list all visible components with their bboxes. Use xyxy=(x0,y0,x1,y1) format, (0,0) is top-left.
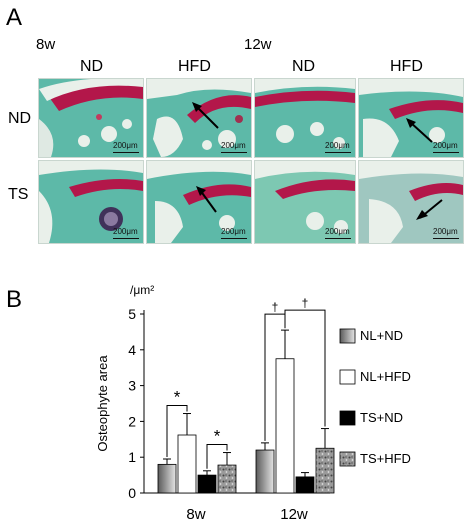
legend-label: TS+HFD xyxy=(360,451,411,466)
osteophyte-chart: /μm² Osteophyte area 0 1 2 3 4 5 8w 12w * * † † NL+ND N… xyxy=(95,283,411,523)
age-label-8w: 8w xyxy=(36,36,56,53)
micrograph-nd-hfd-12w: 200μm xyxy=(358,78,464,158)
bar-ts-nd-12w xyxy=(295,476,315,494)
y-tick-label: 3 xyxy=(128,378,136,394)
scale-bar: 200μm xyxy=(113,227,139,239)
scale-bar: 200μm xyxy=(433,227,459,239)
micrograph-ts-nd-12w: 200μm xyxy=(254,160,356,244)
significance-bracket xyxy=(166,405,188,457)
scale-bar: 200μm xyxy=(221,141,247,153)
legend-swatch xyxy=(339,369,356,385)
row-label-nd: ND xyxy=(8,110,32,127)
panel-a-letter: A xyxy=(6,4,23,31)
micrograph-nd-nd-12w: 200μm xyxy=(254,78,356,158)
bar-nl-nd-12w xyxy=(255,449,275,494)
arrow-icon xyxy=(416,199,443,220)
significance-mark: † xyxy=(302,296,309,310)
col-label-nd-12w: ND xyxy=(292,58,316,75)
significance-bracket xyxy=(284,309,326,427)
x-tick-label: 8w xyxy=(186,506,205,523)
bar-nl-nd-8w xyxy=(157,463,177,494)
micrograph-ts-hfd-8w: 200μm xyxy=(146,160,252,244)
legend-swatch xyxy=(339,410,356,426)
y-tick-label: 0 xyxy=(128,485,136,501)
significance-mark: † xyxy=(272,300,279,314)
y-axis-label: Osteophyte area xyxy=(95,355,110,452)
legend-label: NL+HFD xyxy=(360,369,411,384)
micrograph-ts-nd-8w: 200μm xyxy=(38,160,144,244)
significance-mark: * xyxy=(214,427,221,446)
age-label-12w: 12w xyxy=(244,36,272,53)
legend-swatch xyxy=(339,328,356,344)
arrow-icon xyxy=(196,186,217,213)
micrograph-ts-hfd-12w: 200μm xyxy=(358,160,464,244)
legend-swatch xyxy=(339,451,356,467)
legend-label: TS+ND xyxy=(360,410,403,425)
micrograph-nd-hfd-8w: 200μm xyxy=(146,78,252,158)
significance-mark: * xyxy=(174,388,181,407)
arrow-icon xyxy=(192,102,219,129)
col-label-hfd-12w: HFD xyxy=(390,58,423,75)
scale-bar: 200μm xyxy=(433,141,459,153)
scale-bar: 200μm xyxy=(221,227,247,239)
bar-nl-hfd-12w xyxy=(275,358,295,494)
row-label-ts: TS xyxy=(8,186,29,203)
micrograph-nd-nd-8w: 200μm xyxy=(38,78,144,158)
significance-bracket xyxy=(206,444,228,469)
bar-nl-hfd-8w xyxy=(177,434,197,494)
scale-bar: 200μm xyxy=(325,227,351,239)
col-label-hfd-8w: HFD xyxy=(178,58,211,75)
legend-label: NL+ND xyxy=(360,328,403,343)
y-tick-label: 4 xyxy=(128,342,136,358)
panel-b-letter: B xyxy=(6,286,23,313)
bar-ts-hfd-8w xyxy=(217,464,237,494)
col-label-nd-8w: ND xyxy=(80,58,104,75)
scale-bar: 200μm xyxy=(113,141,139,153)
y-tick-label: 1 xyxy=(128,449,136,465)
y-tick-label: 5 xyxy=(128,306,136,322)
bar-ts-nd-8w xyxy=(197,474,217,494)
unit-label: /μm² xyxy=(130,283,154,297)
bar-ts-hfd-12w xyxy=(315,447,335,494)
scale-bar: 200μm xyxy=(325,141,351,153)
y-tick-label: 2 xyxy=(128,413,136,429)
x-tick-label: 12w xyxy=(280,506,308,523)
arrow-icon xyxy=(406,118,433,143)
